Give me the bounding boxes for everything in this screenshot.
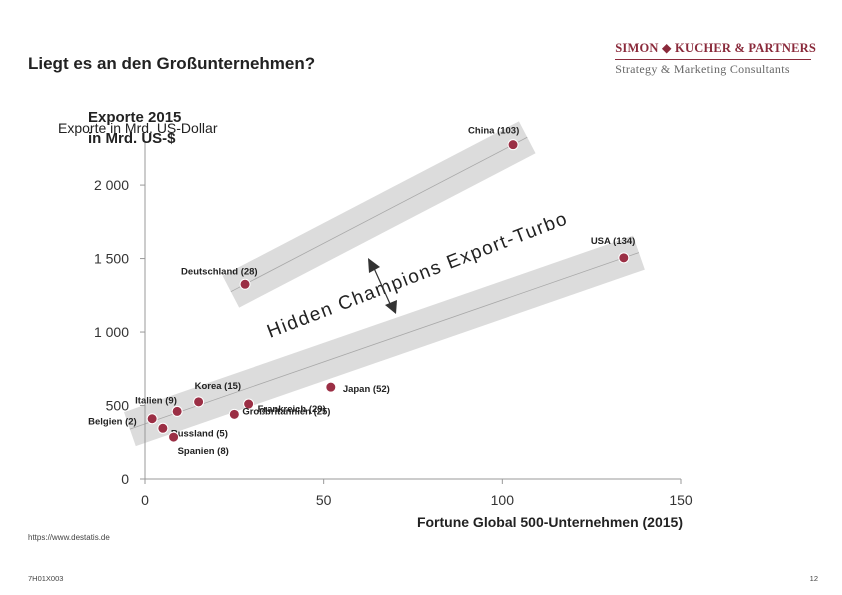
company-logo: SIMON ◆ KUCHER & PARTNERS Strategy & Mar… <box>615 40 816 77</box>
data-point-belgien <box>146 413 158 425</box>
x-tick-label: 50 <box>316 492 332 508</box>
page-title: Liegt es an den Großunternehmen? <box>28 54 316 73</box>
x-tick-label: 100 <box>491 492 515 508</box>
data-label-usa: USA (134) <box>591 236 636 247</box>
data-label-japan: Japan (52) <box>343 384 390 395</box>
x-axis-label: Fortune Global 500-Unternehmen (2015) <box>417 514 683 530</box>
data-point-korea <box>193 396 205 408</box>
page-number: 12 <box>809 574 818 583</box>
y-axis-label-line2: in Mrd. US-$ <box>88 130 176 147</box>
y-tick-label: 1 000 <box>94 324 129 340</box>
y-axis-label-line1: Exporte 2015 <box>88 109 181 126</box>
arrow-shaft <box>372 265 392 307</box>
data-point-russland <box>157 422 169 434</box>
logo-company-name: SIMON ◆ KUCHER & PARTNERS <box>615 41 816 55</box>
logo-tagline: Strategy & Marketing Consultants <box>615 62 790 76</box>
data-point-frankreich <box>243 398 255 410</box>
x-tick-label: 0 <box>141 492 149 508</box>
trend-line-lower <box>129 252 640 430</box>
y-tick-label: 1 500 <box>94 251 129 267</box>
trend-line-upper <box>230 136 528 293</box>
data-point-spanien <box>168 431 180 443</box>
y-tick-label: 0 <box>121 471 129 487</box>
data-point-italien <box>171 405 183 417</box>
y-tick-label: 500 <box>106 398 130 414</box>
data-label-spanien: Spanien (8) <box>178 446 229 457</box>
arrow-head-down <box>385 300 397 314</box>
document-id: 7H01X003 <box>28 574 64 583</box>
data-label-italien: Italien (9) <box>135 395 177 406</box>
y-tick-label: 2 000 <box>94 177 129 193</box>
double-arrow-annotation <box>368 258 397 314</box>
x-tick-label: 150 <box>669 492 693 508</box>
data-point-japan <box>325 381 337 393</box>
logo-divider <box>615 59 812 60</box>
source-note: https://www.destatis.de <box>28 533 110 542</box>
data-label-korea: Korea (15) <box>195 381 241 392</box>
data-point-usa <box>618 252 630 264</box>
data-label-deutschland: Deutschland (28) <box>181 266 258 277</box>
data-label-russland: Russland (5) <box>171 428 228 439</box>
y-axis-label-alt: Exporte in Mrd. US-Dollar <box>58 120 218 136</box>
data-label-frankreich: Frankreich (29) <box>258 404 326 415</box>
data-label-großbritannien: Großbritannien (25) <box>242 406 330 417</box>
data-label-belgien: Belgien (2) <box>88 417 137 428</box>
data-point-china <box>507 139 519 151</box>
data-point-großbritannien <box>228 408 240 420</box>
data-point-deutschland <box>239 278 251 290</box>
data-label-china: China (103) <box>468 126 519 137</box>
arrow-head-up <box>368 258 380 273</box>
